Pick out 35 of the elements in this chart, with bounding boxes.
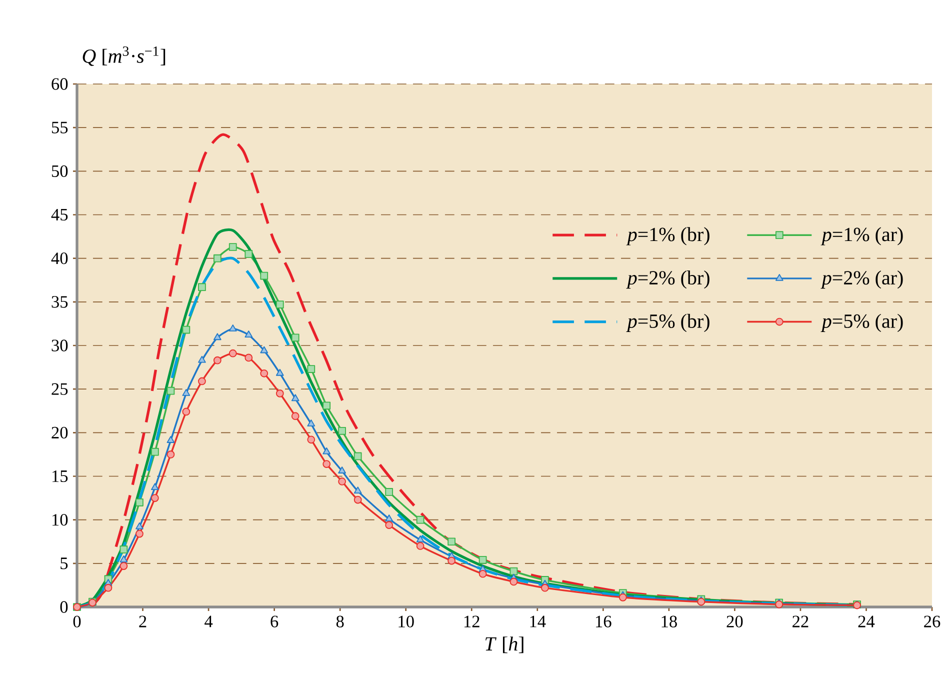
y-tick-label: 45	[51, 208, 68, 221]
x-tick-label: 26	[924, 616, 940, 628]
y-tick-label: 10	[52, 514, 68, 526]
y-tick-label: 25	[52, 383, 68, 395]
x-tick-label: 2	[139, 616, 146, 628]
legend-label: p=1% (br)	[626, 227, 710, 246]
y-tick-label: 35	[52, 296, 68, 308]
x-tick-label: 12	[464, 616, 480, 628]
y-tick-label: 50	[52, 165, 68, 178]
x-tick-label: 8	[336, 616, 344, 628]
legend-label: p=5% (br)	[626, 314, 710, 332]
y-tick-label: 5	[60, 558, 68, 570]
x-tick-label: 20	[726, 616, 743, 628]
y-axis-title: Q [m$^{3}$·s$^{−1}$]	[82, 46, 166, 66]
x-tick-label: 10	[398, 616, 414, 628]
x-tick-label: 16	[596, 616, 612, 628]
legend-label: p=2% (ar)	[820, 270, 903, 289]
x-tick-label: 24	[858, 616, 875, 628]
y-tick-label: 20	[52, 426, 68, 439]
x-tick-label: 14	[530, 616, 546, 628]
legend-label: p=2% (br)	[626, 270, 710, 289]
y-tick-label: 15	[52, 470, 68, 482]
y-tick-label: 40	[51, 252, 68, 264]
x-tick-label: 0	[73, 616, 81, 628]
x-tick-label: 22	[792, 616, 808, 628]
x-tick-label: 6	[270, 616, 278, 628]
x-tick-label: 18	[662, 616, 677, 628]
legend-label: p=5% (ar)	[820, 314, 903, 332]
x-axis-title: T [h]	[486, 636, 524, 654]
y-tick-label: 60	[52, 78, 68, 90]
legend-label: p=1% (ar)	[820, 227, 903, 246]
y-tick-label: 55	[52, 122, 68, 134]
y-tick-label: 0	[60, 601, 68, 613]
y-tick-label: 30	[52, 340, 68, 352]
x-tick-label: 4	[204, 616, 213, 628]
